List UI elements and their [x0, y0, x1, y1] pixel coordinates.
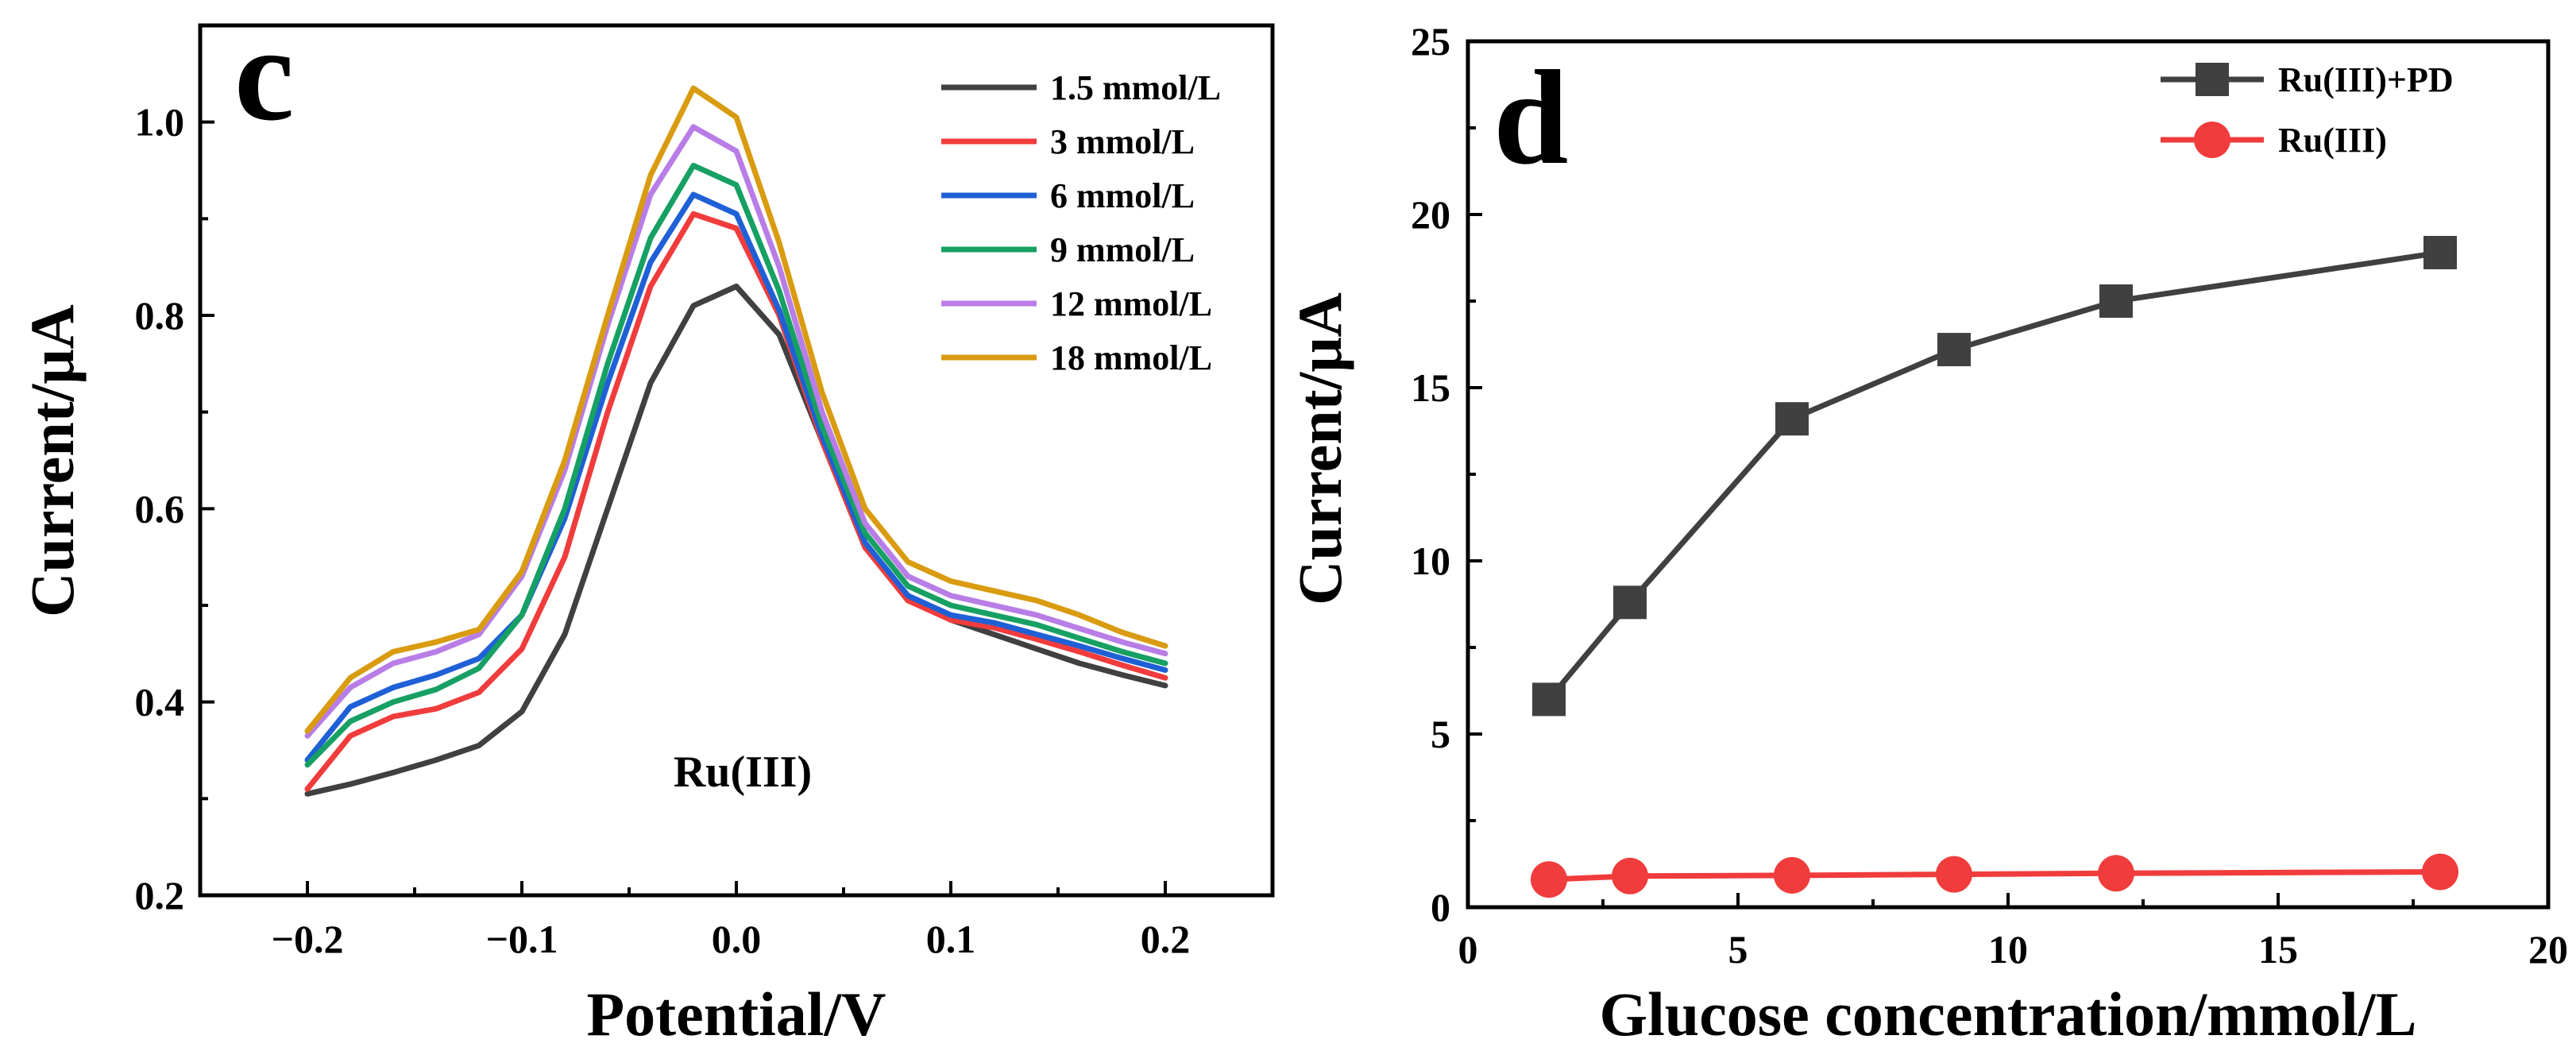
legend-label-3-mmol-l: 3 mmol/L: [1050, 122, 1195, 161]
panel-c-label: c: [234, 0, 294, 149]
series-line-1-5-mmol-l: [304, 284, 1168, 797]
series-line-9-mmol-l: [304, 162, 1168, 768]
y-tick-label: 20: [1411, 192, 1450, 237]
legend-label-6-mmol-l: 6 mmol/L: [1050, 176, 1195, 215]
y-tick-label: 5: [1431, 712, 1450, 756]
y-tick-label: 0.6: [135, 486, 185, 531]
panel-c-y-axis-title: Current/μA: [17, 304, 87, 617]
legend-label-18-mmol-l: 18 mmol/L: [1050, 338, 1212, 377]
panel-c-x-axis-title: Potential/V: [587, 980, 886, 1049]
panel-c-legend: 1.5 mmol/L 3 mmol/L 6 mmol/L 9 mmol/L 12 mmo…: [941, 68, 1221, 377]
series-line-18-mmol-l: [304, 85, 1168, 734]
data-point-ru-iii: [2098, 855, 2134, 892]
series-line-12-mmol-l: [304, 124, 1168, 739]
series-line-3-mmol-l: [304, 211, 1168, 792]
x-tick-label: 5: [1728, 927, 1748, 972]
x-tick-label: 0: [1458, 927, 1478, 972]
y-tick-label: 15: [1411, 365, 1450, 410]
panel-d-legend: Ru(III)+PD Ru(III): [2161, 60, 2454, 160]
y-tick-label: 10: [1411, 539, 1450, 583]
data-point-ru-iii-pd: [2099, 284, 2133, 318]
data-point-ru-iii-pd: [1775, 402, 1809, 436]
panel-d-label: d: [1493, 43, 1569, 192]
y-tick-label: 1.0: [135, 100, 185, 145]
panel-d-x-axis-title: Glucose concentration/mmol/L: [1599, 980, 2416, 1049]
series-line-ru-iii-pd: [1547, 249, 2441, 701]
x-tick-label: 0.2: [1141, 917, 1191, 961]
data-point-ru-iii: [1936, 856, 1972, 893]
legend-label-9-mmol-l: 9 mmol/L: [1050, 230, 1195, 269]
data-point-ru-iii: [1774, 856, 1810, 894]
panel-c: −0.2 −0.1 0.0 0.1 0.2 0.2 0.4 0.6 0.8 1.0 c Ru(I…: [17, 0, 1275, 1049]
legend-label-1-5-mmol-l: 1.5 mmol/L: [1050, 68, 1221, 107]
data-point-ru-iii: [2422, 853, 2458, 891]
data-point-ru-iii-pd: [1532, 682, 1566, 717]
x-tick-label: 0.1: [926, 917, 976, 961]
x-tick-label: 15: [2258, 927, 2298, 972]
legend-label-12-mmol-l: 12 mmol/L: [1050, 284, 1212, 323]
panel-d-y-tick-labels: 0 5 10 15 20 25: [1411, 19, 1450, 929]
data-point-ru-iii-pd: [2423, 235, 2457, 269]
data-point-ru-iii-pd: [1613, 585, 1647, 620]
panel-c-ticks: [199, 120, 1274, 897]
panel-c-y-tick-labels: 0.2 0.4 0.6 0.8 1.0: [135, 100, 185, 918]
legend-label-ru-iii-pd: Ru(III)+PD: [2278, 60, 2454, 99]
y-tick-label: 0.4: [135, 680, 185, 724]
legend-marker-ru-iii-pd: [2196, 63, 2229, 96]
x-tick-label: −0.2: [272, 917, 344, 961]
y-tick-label: 0.8: [135, 293, 185, 338]
series-line-ru-iii: [1548, 869, 2441, 883]
panel-d-series-markers: [1531, 235, 2458, 898]
x-tick-label: 20: [2528, 927, 2568, 972]
data-point-ru-iii: [1531, 861, 1567, 898]
panel-c-series-lines: [304, 85, 1168, 797]
y-tick-label: 0: [1431, 885, 1450, 929]
panel-d-series-lines: [1547, 249, 2441, 883]
series-line-6-mmol-l: [304, 191, 1168, 763]
data-point-ru-iii-pd: [1937, 333, 1971, 367]
panel-d-x-tick-labels: 0 5 10 15 20: [1458, 927, 2569, 972]
panel-c-x-tick-labels: −0.2 −0.1 0.0 0.1 0.2: [272, 917, 1191, 961]
panel-d-plot-frame: [1466, 39, 2551, 910]
legend-marker-ru-iii: [2194, 122, 2230, 158]
legend-label-ru-iii: Ru(III): [2278, 121, 2387, 160]
data-point-ru-iii: [1612, 857, 1648, 895]
x-tick-label: 10: [1988, 927, 2028, 972]
x-tick-label: 0.0: [712, 917, 762, 961]
y-tick-label: 0.2: [135, 873, 185, 918]
panel-c-annotation: Ru(III): [674, 748, 812, 797]
y-tick-label: 25: [1411, 19, 1450, 64]
panel-d-ticks: [1466, 40, 2550, 909]
x-tick-label: −0.1: [486, 917, 558, 961]
panel-d-y-axis-title: Current/μA: [1285, 292, 1354, 605]
